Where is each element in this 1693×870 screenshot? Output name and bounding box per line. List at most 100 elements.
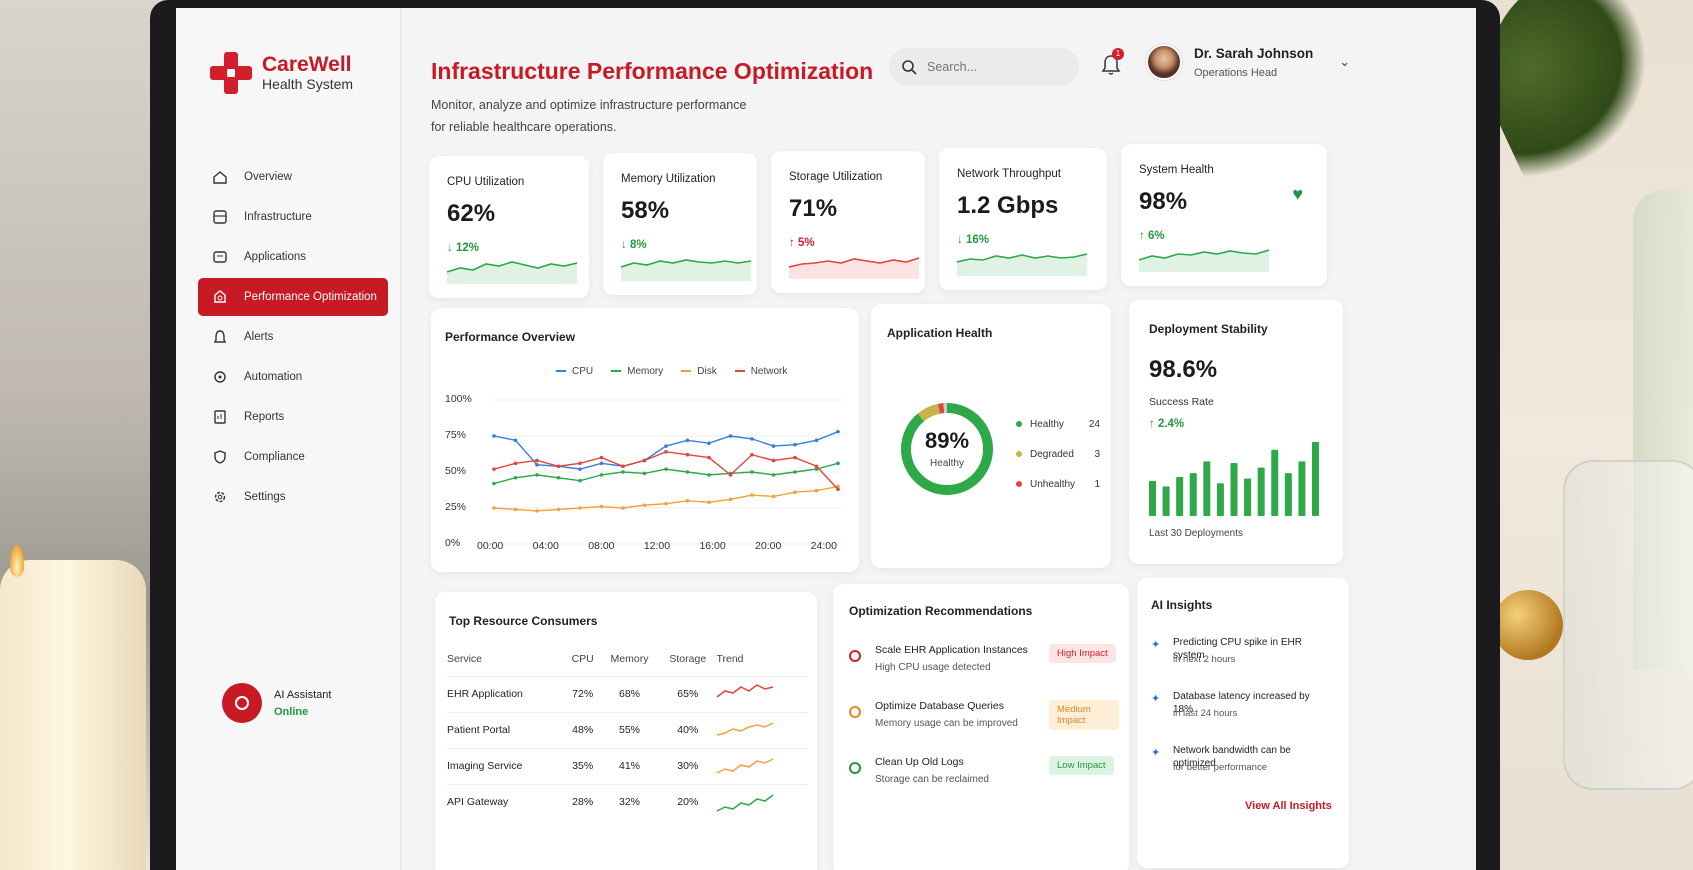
chevron-down-icon[interactable]: ⌄ xyxy=(1339,54,1351,69)
metric-card-cpu-utilization[interactable]: CPU Utilization 62% ↓ 12% xyxy=(429,156,589,298)
metric-label: CPU Utilization xyxy=(447,176,525,188)
storage-value: 30% xyxy=(659,747,717,784)
data-point-memory xyxy=(793,470,797,474)
metric-card-network-throughput[interactable]: Network Throughput 1.2 Gbps ↓ 16% xyxy=(939,148,1107,290)
data-point-memory xyxy=(621,470,625,474)
notification-badge: 1 xyxy=(1112,48,1124,60)
sidebar-item-settings[interactable]: Settings xyxy=(198,478,388,516)
data-point-network xyxy=(513,461,518,466)
storage-value: 40% xyxy=(659,711,717,748)
recommendation-title: Optimize Database Queries xyxy=(875,700,1004,712)
legend-item-network: Network xyxy=(734,366,787,377)
table-row[interactable]: API Gateway 28% 32% 20% xyxy=(447,783,807,820)
data-point-network xyxy=(556,464,561,469)
chart-legend: CPU Memory Disk Network xyxy=(556,366,787,377)
trend-sparkline xyxy=(716,675,807,712)
sparkline xyxy=(1139,249,1269,272)
y-axis: 100% 75% 50% 25% 0% xyxy=(445,393,472,573)
app-screen: CareWell Health System Overview Infrastru… xyxy=(176,8,1476,870)
assistant-title: AI Assistant xyxy=(274,688,332,701)
health-row-healthy: Healthy 24 xyxy=(1016,409,1100,439)
card-title: Application Health xyxy=(887,326,993,340)
success-rate-value: 98.6% xyxy=(1149,356,1218,383)
sparkline xyxy=(447,261,577,284)
table-row[interactable]: EHR Application 72% 68% 65% xyxy=(447,675,807,712)
deployment-bar xyxy=(1216,483,1224,516)
alert-circle-icon xyxy=(849,706,861,718)
recommendation-desc: High CPU usage detected xyxy=(875,662,991,673)
memory-value: 41% xyxy=(599,747,660,784)
metric-card-system-health[interactable]: System Health 98% ↑ 6% ♥ xyxy=(1121,144,1327,286)
view-all-insights-link[interactable]: View All Insights xyxy=(1245,800,1332,812)
health-percent: 89% xyxy=(924,428,970,453)
deployment-footer: Last 30 Deployments xyxy=(1149,528,1243,539)
user-name: Dr. Sarah Johnson xyxy=(1194,45,1314,61)
recommendation-title: Scale EHR Application Instances xyxy=(875,644,1028,656)
metric-label: Storage Utilization xyxy=(789,171,883,183)
alert-circle-icon xyxy=(849,650,861,662)
search-bar[interactable] xyxy=(889,48,1079,86)
avatar xyxy=(1146,44,1182,80)
x-tick-label: 00:00 xyxy=(477,540,504,552)
deployment-bar xyxy=(1244,478,1252,516)
water-glass xyxy=(1563,460,1693,790)
data-point-disk xyxy=(707,500,711,505)
data-point-network xyxy=(750,452,754,457)
consumers-table: Service CPU Memory Storage Trend EHR Applica… xyxy=(447,642,807,820)
recommendation-item[interactable]: Optimize Database Queries Memory usage ca… xyxy=(849,700,1119,740)
metric-card-storage-utilization[interactable]: Storage Utilization 71% ↑ 5% xyxy=(771,151,925,293)
data-point-cpu xyxy=(535,463,539,467)
recommendations-card: Optimization Recommendations Scale EHR A… xyxy=(833,584,1129,870)
sparkle-icon: ✦ xyxy=(1151,693,1161,705)
metric-card-memory-utilization[interactable]: Memory Utilization 58% ↓ 8% xyxy=(603,153,757,295)
server-icon xyxy=(212,209,228,225)
page-subtitle: Monitor, analyze and optimize infrastruc… xyxy=(431,98,747,134)
table-row[interactable]: Imaging Service 35% 41% 30% xyxy=(447,747,807,784)
notifications-button[interactable]: 1 xyxy=(1101,48,1124,78)
sidebar-item-applications[interactable]: Applications xyxy=(198,238,388,276)
sidebar: CareWell Health System Overview Infrastru… xyxy=(176,8,401,870)
data-point-network xyxy=(664,450,668,454)
data-point-cpu xyxy=(793,442,797,447)
sidebar-item-performance-optimization[interactable]: Performance Optimization xyxy=(198,278,388,316)
sidebar-item-overview[interactable]: Overview xyxy=(198,158,388,196)
data-point-memory xyxy=(771,473,776,477)
y-tick-label: 0% xyxy=(445,537,461,549)
health-row-degraded: Degraded 3 xyxy=(1016,439,1100,469)
insight-title: Database latency increased by 18% xyxy=(1173,691,1310,715)
search-icon xyxy=(902,60,917,75)
cpu-value: 35% xyxy=(565,747,600,784)
table-row[interactable]: Patient Portal 48% 55% 40% xyxy=(447,711,807,748)
health-donut-chart xyxy=(901,403,993,495)
sidebar-item-automation[interactable]: Automation xyxy=(198,358,388,396)
card-title: Top Resource Consumers xyxy=(449,614,598,628)
health-label: Healthy xyxy=(930,458,964,469)
data-point-cpu xyxy=(599,461,604,466)
data-point-disk xyxy=(793,490,797,494)
x-tick-label: 24:00 xyxy=(810,540,837,552)
data-point-cpu xyxy=(664,444,668,448)
sidebar-item-label: Automation xyxy=(244,371,303,383)
x-tick-label: 16:00 xyxy=(699,540,726,552)
automation-icon xyxy=(212,369,228,385)
sidebar-item-infrastructure[interactable]: Infrastructure xyxy=(198,198,388,236)
sidebar-item-alerts[interactable]: Alerts xyxy=(198,318,388,356)
brand[interactable]: CareWell Health System xyxy=(210,52,353,94)
sidebar-item-reports[interactable]: Reports xyxy=(198,398,388,436)
recommendation-item[interactable]: Scale EHR Application Instances High CPU … xyxy=(849,644,1119,684)
user-profile[interactable]: Dr. Sarah Johnson Operations Head ⌄ xyxy=(1146,44,1350,80)
data-point-network xyxy=(707,455,711,460)
ai-assistant[interactable]: AI Assistant Online xyxy=(222,683,331,723)
candle xyxy=(0,560,146,870)
metric-value: 71% xyxy=(789,195,838,222)
data-point-disk xyxy=(771,494,776,499)
data-point-network xyxy=(793,455,797,460)
service-name: API Gateway xyxy=(447,783,566,820)
data-point-memory xyxy=(750,470,754,474)
recommendation-item[interactable]: Clean Up Old Logs Storage can be reclaime… xyxy=(849,756,1119,796)
sidebar-item-compliance[interactable]: Compliance xyxy=(198,438,388,476)
search-input[interactable] xyxy=(927,60,1057,74)
insight-sub: in next 2 hours xyxy=(1173,654,1236,665)
sidebar-item-label: Performance Optimization xyxy=(244,291,377,303)
impact-badge: Low Impact xyxy=(1049,756,1114,775)
